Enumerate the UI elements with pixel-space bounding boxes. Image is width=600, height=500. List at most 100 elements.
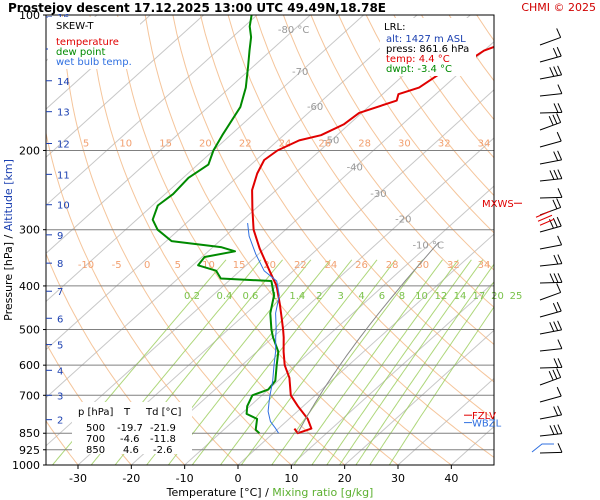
wind-barb	[539, 188, 563, 199]
wind-barb-staff	[539, 414, 562, 420]
mixing-ratio-line	[293, 259, 443, 465]
legend-dew-point: dew point	[56, 47, 105, 58]
mixing-ratio-label: 0.4	[216, 291, 232, 302]
x-axis-label-temperature: Temperature [°C]	[166, 486, 262, 499]
x-axis-label-mixing-ratio: Mixing ratio [g/kg]	[272, 486, 373, 499]
dry-adiabat-line	[560, 15, 600, 465]
mixing-ratio-label: 10	[415, 291, 428, 302]
dew_point-series-line	[151, 15, 280, 434]
isotherm-line	[46, 15, 204, 158]
wind-barb-flag	[557, 103, 563, 113]
y-axis-label-altitude: Altitude [km]	[2, 159, 15, 231]
wind-barb-staff	[539, 121, 561, 131]
table-header-pressure: p [hPa]	[78, 407, 113, 418]
isotherm-label: -60	[307, 102, 323, 113]
dry-adiabat-label: -5	[112, 260, 122, 271]
pressure-tick-label: 400	[19, 280, 40, 293]
wind-barb-flag	[556, 198, 562, 208]
isotherm-line	[237, 233, 494, 465]
wind-barb-flag	[556, 301, 562, 312]
lrl-altitude: alt: 1427 m ASL	[386, 34, 466, 45]
wind-barb	[539, 150, 563, 165]
wind-barb-flag	[553, 321, 559, 331]
dry-adiabat-label: 26	[355, 260, 368, 271]
temperature-tick-label: 30	[391, 472, 405, 485]
wind-barb	[539, 113, 562, 131]
grid-label-layer: -80 °C-70-60-50-40-30-20-10 °C5 10 15 20 22 2…	[78, 25, 523, 302]
wind-barb-flag	[552, 369, 558, 380]
wind-barb-flag	[549, 425, 555, 435]
wind-barb-flag	[552, 47, 558, 58]
wind-barb-flag	[557, 320, 563, 331]
wind-barb-flag	[552, 199, 558, 210]
wind-barb-flag	[553, 103, 559, 113]
wind-barb	[539, 386, 562, 403]
dry-adiabat-label: 34	[478, 260, 491, 271]
isotherm-line	[505, 15, 600, 465]
temperature-tick-label: 0	[235, 472, 242, 485]
pressure-tick-label: 600	[19, 359, 40, 372]
table-row-td: -2.6	[153, 445, 173, 456]
wind-barb-flag	[548, 370, 554, 381]
dry-adiabat-line	[587, 15, 600, 465]
isotherm-label: -40	[347, 162, 363, 173]
wind-barb-flag	[556, 368, 562, 378]
wind-barb	[539, 254, 563, 267]
dry-adiabat-line	[476, 15, 494, 42]
lrl-info-box: LRL: alt: 1427 m ASL press: 861.6 hPa te…	[380, 18, 476, 76]
isotherm-line	[46, 41, 494, 447]
wind-barb-staff	[539, 395, 562, 403]
dry-adiabat-line	[255, 15, 494, 346]
wind-barb-staff	[539, 376, 561, 386]
wind-barb-flag	[553, 358, 559, 368]
mixing-ratio-label: 4	[358, 291, 364, 302]
wind-barb-staff	[539, 348, 562, 352]
table-header-temp: T	[123, 407, 131, 418]
wind-barb-staff	[539, 111, 563, 114]
altitude-tick-label: 10	[57, 201, 70, 212]
wind-barb-flag	[556, 113, 562, 123]
mixing-ratio-label: 0.6	[242, 291, 258, 302]
altitude-tick-label: 14	[57, 77, 70, 88]
wind-barb-max	[535, 210, 555, 226]
isotherm-line	[46, 15, 151, 110]
isotherm-label: -50	[323, 135, 339, 146]
table-row-td: -21.9	[150, 423, 176, 434]
wind-barb-staff	[539, 140, 562, 148]
pressure-tick-label: 100	[19, 9, 40, 22]
mxws-label: MXWS	[482, 199, 514, 210]
wind-barb	[539, 65, 563, 80]
wind-barb	[539, 368, 562, 386]
x-axis-label-separator: /	[262, 486, 273, 499]
table-row-t: -19.7	[117, 423, 143, 434]
dry-adiabat-label: 22	[239, 138, 252, 149]
temperature-tick-label: 10	[284, 472, 298, 485]
dry-adiabat-label: 5	[83, 138, 89, 149]
temperature-tick-label: -30	[69, 472, 87, 485]
pressure-tick-label: 850	[19, 427, 40, 440]
dry-adiabat-label: 24	[279, 138, 292, 149]
wind-barb	[539, 169, 563, 182]
mixing-ratio-line	[240, 259, 396, 465]
isotherm-line	[46, 15, 471, 399]
wind-barb-flag	[556, 283, 562, 293]
wind-barb-flag	[557, 188, 563, 198]
dry-adiabat-label: 5	[175, 260, 181, 271]
mixing-ratio-label: 1.4	[289, 291, 305, 302]
wind-barb-flag	[553, 406, 559, 416]
wind-barb	[539, 283, 562, 301]
altitude-tick-label: 6	[57, 314, 63, 325]
dry-adiabat-line	[200, 15, 494, 421]
wind-barb-flag	[556, 216, 562, 227]
wind-barb-staff	[539, 36, 561, 46]
altitude-tick-label: 4	[57, 366, 63, 377]
wind-barb-flag	[556, 386, 562, 397]
wind-barb-staff	[539, 366, 563, 369]
altitude-tick-label: 5	[57, 341, 63, 352]
mixing-ratio-label: 6	[379, 291, 385, 302]
isotherm-line	[397, 377, 494, 465]
temperature-tick-label: 40	[444, 472, 458, 485]
grid-layer	[46, 15, 600, 465]
levels-table: p [hPa] T Td [°C] 500 -19.7 -21.9 700 -4…	[72, 402, 192, 456]
dry-adiabat-line	[532, 15, 600, 465]
